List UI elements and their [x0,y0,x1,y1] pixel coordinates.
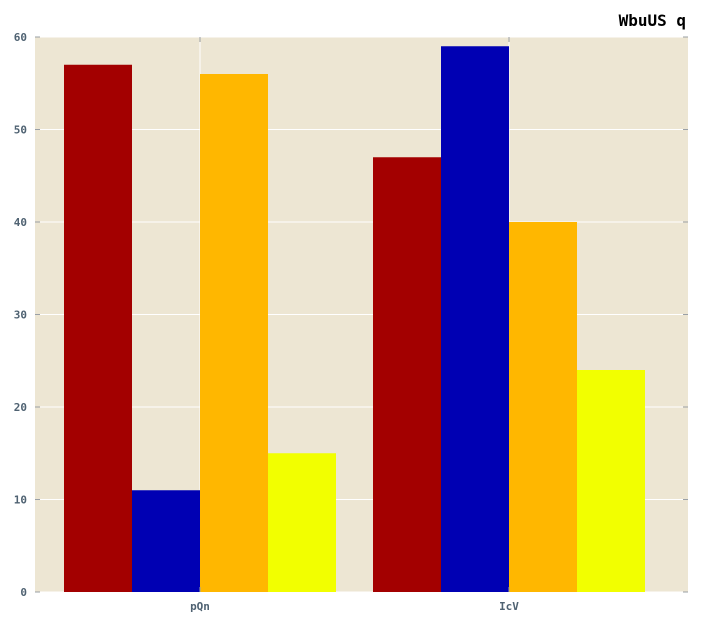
bar-series-1-pQn [64,64,132,592]
bar-series-3-pQn [200,74,268,592]
y-tick-label: 40 [14,216,27,229]
y-tick-label: 30 [14,309,27,322]
y-tick-label: 20 [14,401,27,414]
bar-series-3-IcV [509,222,577,592]
bar-series-4-pQn [268,453,336,592]
y-tick-label: 10 [14,494,27,507]
bar-series-2-IcV [441,46,509,592]
y-tick-label: 0 [20,586,27,599]
axes: 0 10 20 30 40 50 60 pQn IcV [14,31,688,613]
y-tick-label: 60 [14,31,27,44]
bar-series-4-IcV [577,370,645,592]
chart-title: WbuUS q [619,11,686,30]
x-tick-label: pQn [190,600,210,613]
y-tick-label: 50 [14,124,27,137]
x-tick-label: IcV [499,600,519,613]
bars [64,46,645,592]
bar-series-2-pQn [132,490,200,592]
bar-series-1-IcV [373,157,441,592]
